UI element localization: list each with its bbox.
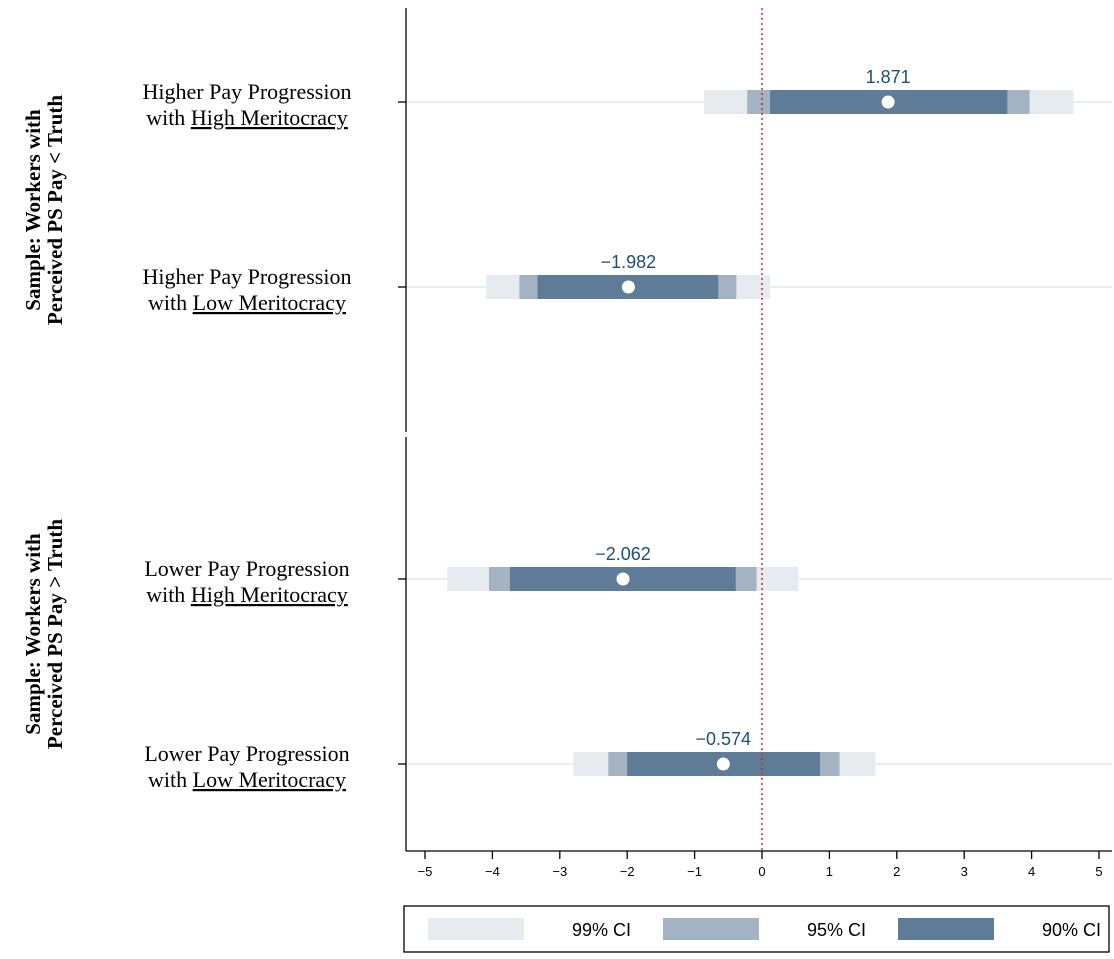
x-tick-label: −3 bbox=[552, 864, 567, 879]
x-tick-label: 4 bbox=[1028, 864, 1035, 879]
estimate-point bbox=[616, 572, 630, 586]
estimate-point bbox=[621, 280, 635, 294]
estimate-value-label: −1.982 bbox=[601, 252, 657, 272]
row-label-line2: with High Meritocracy bbox=[146, 105, 348, 130]
legend-label-ci99: 99% CI bbox=[572, 920, 631, 940]
estimate-points bbox=[616, 95, 895, 771]
ci-bars bbox=[447, 90, 1074, 776]
group-label-line1: Sample: Workers with bbox=[21, 109, 45, 311]
x-tick-label: −1 bbox=[687, 864, 702, 879]
x-tick-label: −2 bbox=[620, 864, 635, 879]
row-label-prefix: with bbox=[146, 582, 191, 607]
group-label-line2: Perceived PS Pay > Truth bbox=[43, 519, 67, 749]
row-label-emphasis: Low Meritocracy bbox=[193, 290, 346, 315]
row-label-line1: Higher Pay Progression bbox=[143, 264, 352, 289]
legend-swatch-ci95 bbox=[663, 918, 759, 940]
axes: −5 −4 −3 −2 −1 0 1 2 3 4 5 bbox=[398, 8, 1112, 879]
x-tick-label: 1 bbox=[826, 864, 833, 879]
row-label-line1: Lower Pay Progression bbox=[144, 556, 349, 581]
x-tick-label: 2 bbox=[893, 864, 900, 879]
group-labels: Sample: Workers withPerceived PS Pay < T… bbox=[21, 95, 67, 749]
group-label-1: Sample: Workers withPerceived PS Pay < T… bbox=[21, 95, 67, 325]
estimate-value-label: 1.871 bbox=[866, 67, 911, 87]
row-label-line1: Higher Pay Progression bbox=[143, 79, 352, 104]
row-label-line2: with High Meritocracy bbox=[146, 582, 348, 607]
estimate-value-label: −0.574 bbox=[696, 729, 752, 749]
x-tick-label: 3 bbox=[961, 864, 968, 879]
row-label-emphasis: High Meritocracy bbox=[191, 582, 348, 607]
row-label-line2: with Low Meritocracy bbox=[148, 290, 346, 315]
estimate-point bbox=[716, 757, 730, 771]
row-label-line2: with Low Meritocracy bbox=[148, 767, 346, 792]
row-label-prefix: with bbox=[146, 105, 191, 130]
row-guide-lines bbox=[406, 101, 1112, 765]
group-label-2: Sample: Workers withPerceived PS Pay > T… bbox=[21, 519, 67, 749]
estimate-point bbox=[881, 95, 895, 109]
legend-swatch-ci90 bbox=[898, 918, 994, 940]
x-tick-label: −5 bbox=[418, 864, 433, 879]
group-label-line1: Sample: Workers with bbox=[21, 533, 45, 735]
x-tick-label: 5 bbox=[1095, 864, 1102, 879]
value-labels: 1.871 −1.982 −2.062 −0.574 bbox=[595, 67, 910, 749]
row-label-line1: Lower Pay Progression bbox=[144, 741, 349, 766]
legend-label-ci90: 90% CI bbox=[1042, 920, 1101, 940]
group-label-line2: Perceived PS Pay < Truth bbox=[43, 95, 67, 325]
x-tick-label: −4 bbox=[485, 864, 500, 879]
row-label-emphasis: Low Meritocracy bbox=[193, 767, 346, 792]
row-label-emphasis: High Meritocracy bbox=[191, 105, 348, 130]
estimate-value-label: −2.062 bbox=[595, 544, 651, 564]
row-label-prefix: with bbox=[148, 767, 193, 792]
legend-swatch-ci99 bbox=[428, 918, 524, 940]
x-tick-label: 0 bbox=[758, 864, 765, 879]
row-label-prefix: with bbox=[148, 290, 193, 315]
legend-label-ci95: 95% CI bbox=[807, 920, 866, 940]
legend: 99% CI 95% CI 90% CI bbox=[403, 905, 1110, 953]
